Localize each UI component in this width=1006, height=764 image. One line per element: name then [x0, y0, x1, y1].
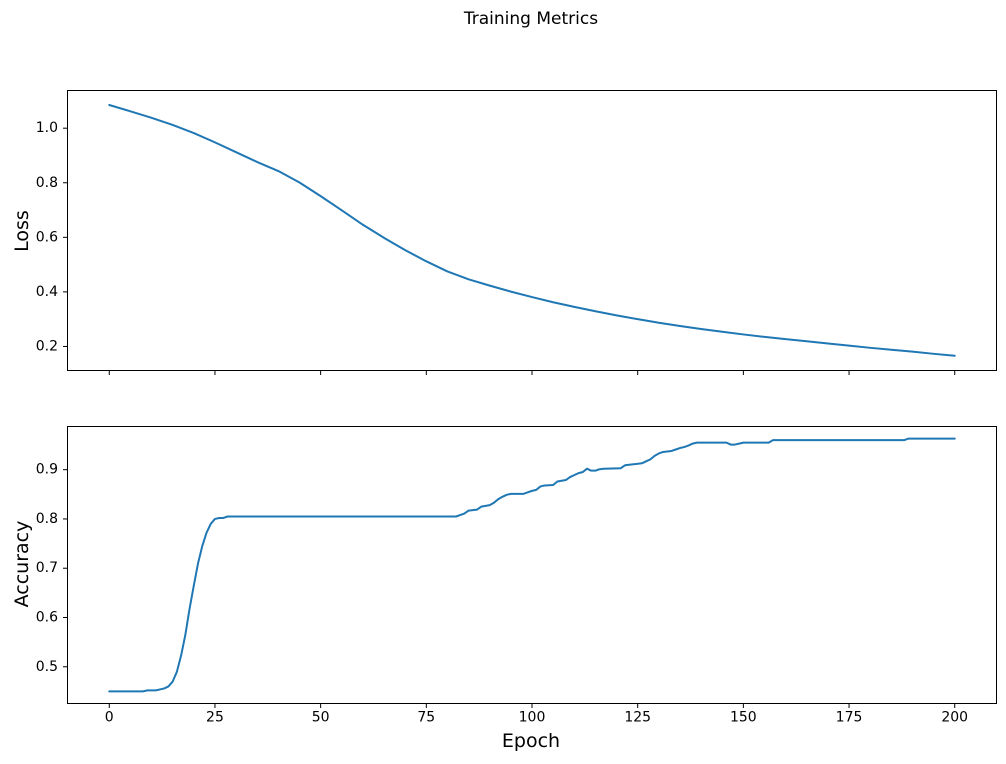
y-tick-label: 0.9	[35, 461, 57, 477]
y-tick-label: 0.8	[35, 174, 57, 190]
accuracy-y-axis-label: Accuracy	[11, 520, 33, 608]
loss-plot: 0.2 0.4 0.6 0.8 1.0	[35, 89, 997, 375]
x-tick-label: 100	[518, 709, 545, 725]
accuracy-line	[107, 437, 956, 692]
x-tick-label: 125	[624, 709, 651, 725]
x-tick-label: 25	[206, 709, 224, 725]
x-tick-label: 175	[835, 709, 862, 725]
y-tick-label: 0.8	[35, 510, 57, 526]
axes-frame	[66, 425, 997, 704]
x-tick-label: 0	[104, 709, 113, 725]
axes-frame	[66, 89, 997, 371]
x-tick-label: 150	[729, 709, 756, 725]
loss-line	[107, 103, 956, 357]
figure-title: Training Metrics	[463, 9, 599, 29]
y-tick-label: 0.6	[35, 609, 57, 625]
y-tick-label: 0.4	[35, 283, 57, 299]
epoch-x-axis-label: Epoch	[501, 730, 561, 752]
y-tick-label: 0.6	[35, 229, 57, 245]
x-tick-label: 75	[417, 709, 435, 725]
y-tick-label: 0.5	[35, 658, 57, 674]
x-tick-label: 50	[311, 709, 329, 725]
loss-canvas: 0.2 0.4 0.6 0.8 1.0	[35, 89, 997, 375]
y-tick-label: 0.7	[35, 560, 57, 576]
x-tick-label: 200	[941, 709, 968, 725]
accuracy-plot: 0 25 50 75 100 125 150 175 200 0.5 0.6 0.7 0.8 0.9	[35, 425, 997, 725]
y-tick-label: 1.0	[35, 120, 57, 136]
accuracy-canvas: 0 25 50 75 100 125 150 175 200 0.5 0.6 0.7 0.8 0.9	[35, 425, 997, 725]
loss-y-axis-label: Loss	[11, 210, 33, 252]
y-tick-label: 0.2	[35, 338, 57, 354]
